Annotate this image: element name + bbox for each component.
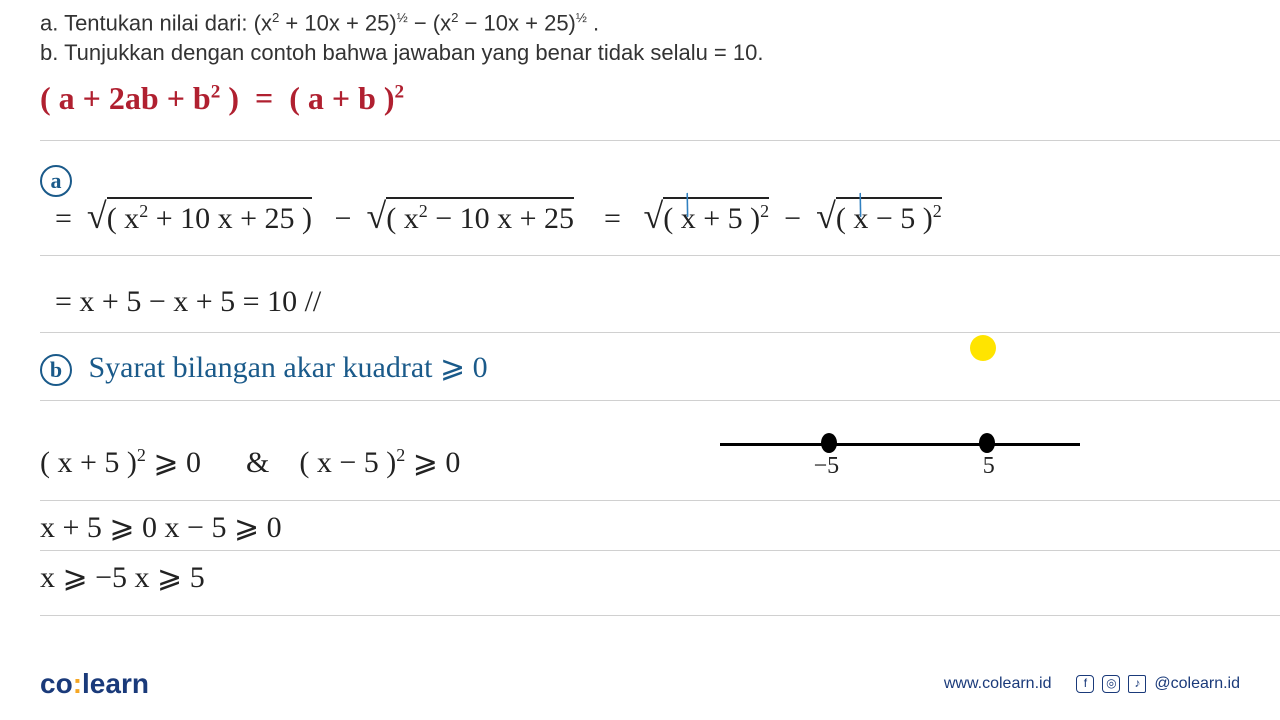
brand-logo: co:learn xyxy=(40,668,149,700)
problem-line-a: a. Tentukan nilai dari: (x2 + 10x + 25)½… xyxy=(40,10,1240,36)
part-a-step2: = x + 5 − x + 5 = 10 // xyxy=(55,285,1240,319)
number-line-point xyxy=(821,433,837,453)
circled-a: a xyxy=(40,165,72,197)
formula-perfect-square: ( a + 2ab + b2 ) = ( a + b )2 xyxy=(40,80,1240,117)
worksheet-page: a. Tentukan nilai dari: (x2 + 10x + 25)½… xyxy=(0,0,1280,720)
footer-right: www.colearn.id f ◎ ♪ @colearn.id xyxy=(944,675,1240,693)
instagram-icon: ◎ xyxy=(1102,675,1120,693)
part-a-step1: = √( x2 + 10 x + 25 ) − √( x2 − 10 x + 2… xyxy=(55,195,1240,237)
condition-line-2: x + 5 ⩾ 0 x − 5 ⩾ 0 xyxy=(40,510,1240,545)
rule-line xyxy=(40,400,1280,401)
number-line-label: −5 xyxy=(814,453,840,480)
facebook-icon: f xyxy=(1076,675,1094,693)
cursor-highlight-dot xyxy=(970,335,996,361)
part-b-heading: Syarat bilangan akar kuadrat ⩾ 0 xyxy=(88,351,487,384)
rule-line xyxy=(40,550,1280,551)
condition-line-3: x ⩾ −5 x ⩾ 5 xyxy=(40,560,1240,595)
logo-accent: : xyxy=(73,668,82,699)
footer-url: www.colearn.id xyxy=(944,675,1052,693)
logo-part1: co xyxy=(40,668,73,699)
rule-line xyxy=(40,255,1280,256)
rule-line xyxy=(40,140,1280,141)
circled-b: b xyxy=(40,354,72,386)
rule-line xyxy=(40,615,1280,616)
footer: co:learn www.colearn.id f ◎ ♪ @colearn.i… xyxy=(40,668,1240,700)
problem-line-b: b. Tunjukkan dengan contoh bahwa jawaban… xyxy=(40,40,1240,66)
number-line-axis xyxy=(720,443,1080,446)
number-line-label: 5 xyxy=(983,453,995,480)
part-a-label: a xyxy=(40,165,1240,197)
footer-handle: @colearn.id xyxy=(1154,675,1240,693)
tiktok-icon: ♪ xyxy=(1128,675,1146,693)
part-b-row: b Syarat bilangan akar kuadrat ⩾ 0 xyxy=(40,350,1240,386)
rule-line xyxy=(40,500,1280,501)
rule-line xyxy=(40,332,1280,333)
condition-line-1: ( x + 5 )2 ⩾ 0 & ( x − 5 )2 ⩾ 0 xyxy=(40,445,1240,480)
number-line: −5 5 xyxy=(720,443,1080,446)
logo-part2: learn xyxy=(82,668,149,699)
